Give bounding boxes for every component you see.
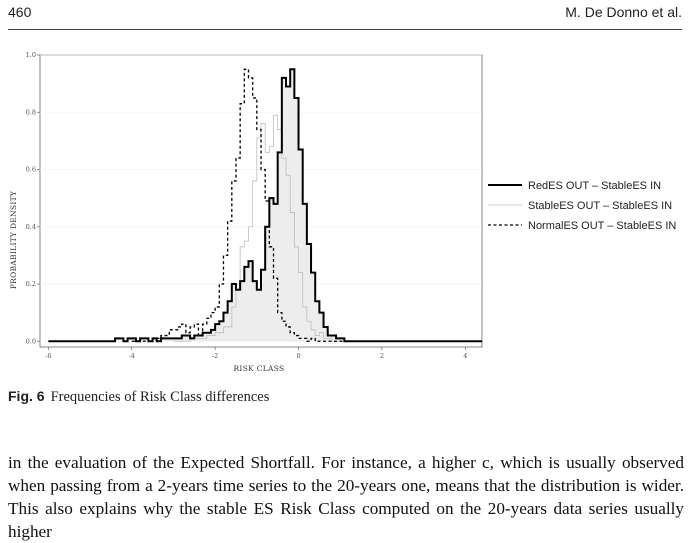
y-tick-label: 0.0 xyxy=(26,337,36,345)
x-tick-label: -2 xyxy=(212,352,218,360)
series-line-1 xyxy=(173,114,341,342)
legend-label-1: StableES OUT – StableES IN xyxy=(528,200,672,212)
body-paragraph-text: in the evaluation of the Expected Shortf… xyxy=(8,453,684,541)
body-paragraph: in the evaluation of the Expected Shortf… xyxy=(8,451,684,543)
figure-caption-text: Frequencies of Risk Class differences xyxy=(50,389,270,405)
x-tick-label: 2 xyxy=(380,352,384,360)
legend: RedES OUT – StableES IN StableES OUT – St… xyxy=(488,180,676,232)
legend-label-2: NormalES OUT – StableES IN xyxy=(528,220,676,232)
series-line-2 xyxy=(131,68,349,342)
figure-caption: Fig. 6 Frequencies of Risk Class differen… xyxy=(8,388,269,406)
y-tick-label: 0.8 xyxy=(26,108,36,116)
risk-class-density-chart: -6 -4 -2 0 2 4 0.0 0.2 0.4 0.6 0.8 1.0 RISK CLASS P… xyxy=(9,51,676,373)
running-header-authors: M. De Donno et al. xyxy=(565,4,682,20)
y-tick-label: 0.6 xyxy=(26,166,36,174)
series-layer xyxy=(48,68,483,343)
y-axis-label: PROBABILITY DENSITY xyxy=(9,190,18,289)
legend-label-0: RedES OUT – StableES IN xyxy=(528,180,661,192)
series-area-0 xyxy=(48,69,483,342)
x-tick-label: -4 xyxy=(129,352,135,360)
axis-ticks: -6 -4 -2 0 2 4 0.0 0.2 0.4 0.6 0.8 1.0 xyxy=(26,51,468,360)
x-tick-label: 4 xyxy=(463,352,467,360)
y-tick-label: 1.0 xyxy=(26,51,36,59)
y-tick-label: 0.4 xyxy=(26,223,36,231)
series-line-0 xyxy=(48,68,482,343)
x-axis-label: RISK CLASS xyxy=(233,364,284,373)
figure-label: Fig. 6 xyxy=(8,388,45,404)
y-tick-label: 0.2 xyxy=(26,280,36,288)
x-tick-label: -6 xyxy=(45,352,51,360)
header-rule xyxy=(8,29,682,30)
x-tick-label: 0 xyxy=(296,352,300,360)
page-number: 460 xyxy=(8,4,32,20)
